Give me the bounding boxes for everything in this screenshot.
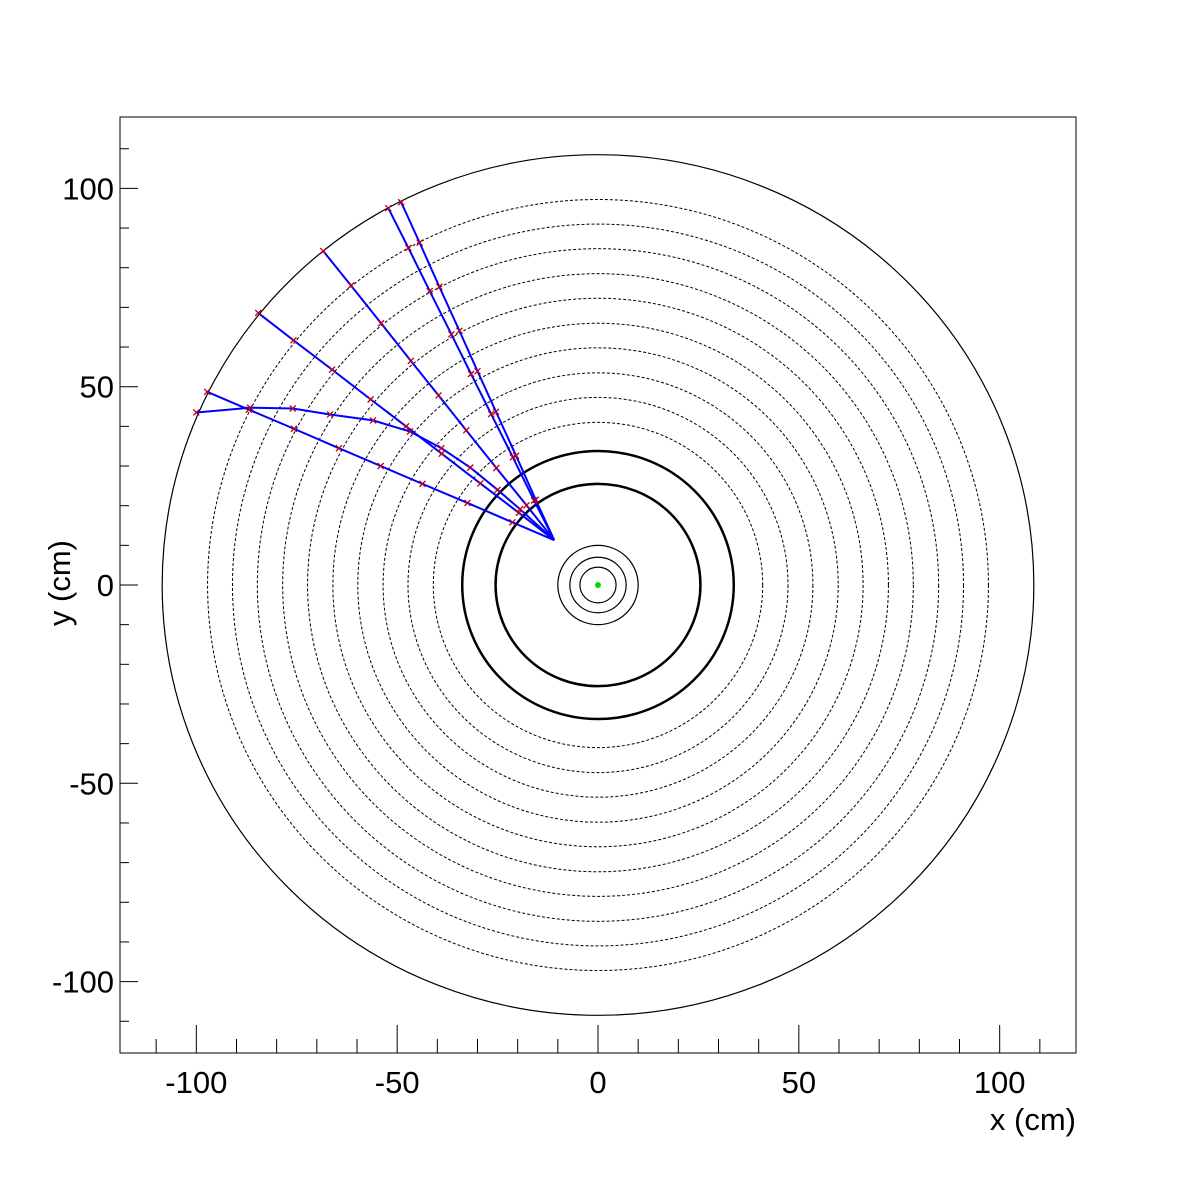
detector-layer <box>579 566 617 604</box>
x-tick-label: -100 <box>165 1065 227 1100</box>
hit <box>462 426 470 434</box>
hit <box>326 410 334 418</box>
detector-layer <box>161 154 1035 1016</box>
hit <box>530 497 538 504</box>
hit <box>523 501 530 509</box>
hit <box>254 309 262 317</box>
hit <box>474 367 481 375</box>
detector-layer-dashed <box>256 248 940 922</box>
x-axis-label: x (cm) <box>990 1102 1076 1137</box>
x-tick-label: -50 <box>375 1065 420 1100</box>
hit <box>467 370 475 378</box>
hit <box>447 330 455 338</box>
x-tick-label: 100 <box>974 1065 1026 1100</box>
hit <box>466 464 474 472</box>
hit <box>377 319 385 327</box>
hit <box>438 450 446 458</box>
y-tick-label: -50 <box>69 766 114 801</box>
hit <box>289 405 297 412</box>
detector-layer-thick <box>460 449 736 721</box>
detector-layer <box>569 556 627 614</box>
hit <box>435 391 442 399</box>
hit <box>416 239 424 247</box>
hit <box>509 453 517 461</box>
hit <box>435 283 443 291</box>
hit <box>463 499 471 507</box>
hit <box>192 409 200 416</box>
detector-layer-dashed <box>357 347 839 823</box>
hit <box>402 422 410 430</box>
hit <box>290 425 298 433</box>
hit <box>384 204 392 212</box>
hit <box>487 410 495 418</box>
hit <box>319 247 327 255</box>
detector-layer-dashed <box>407 396 789 774</box>
detector-layer-dashed <box>332 322 864 848</box>
detector-layer-thick <box>494 482 702 688</box>
detector-layer-dashed <box>282 273 914 897</box>
hit <box>508 518 516 526</box>
x-tick-label: 0 <box>589 1065 606 1100</box>
y-tick-label: 100 <box>62 171 114 206</box>
x-tick-label: 50 <box>782 1065 816 1100</box>
hit <box>246 404 254 412</box>
hit <box>367 395 375 403</box>
hit <box>407 357 415 365</box>
hit <box>397 198 405 206</box>
detector-layer-dashed <box>307 297 889 873</box>
detector-layer-dashed <box>207 198 989 972</box>
hit <box>347 282 355 290</box>
y-tick-label: 50 <box>80 370 114 405</box>
y-tick-label: -100 <box>52 965 114 1000</box>
hit <box>404 244 412 252</box>
hit <box>492 408 500 416</box>
detector-layer <box>557 544 639 626</box>
hit <box>290 336 297 344</box>
hit <box>406 428 414 435</box>
hit <box>377 462 385 470</box>
hit <box>494 486 502 494</box>
detector-layer-dashed <box>382 372 814 798</box>
hit <box>335 444 343 452</box>
hit <box>437 444 445 452</box>
detector-layer-dashed <box>432 421 764 749</box>
hit <box>476 480 484 487</box>
vertex <box>595 582 601 588</box>
y-axis-label: y (cm) <box>42 540 77 626</box>
hit <box>455 327 463 335</box>
hit <box>516 505 524 513</box>
hit <box>328 366 336 374</box>
detector-layer-dashed <box>231 223 965 947</box>
hit <box>426 287 434 295</box>
hit <box>492 464 500 472</box>
hit <box>203 388 211 396</box>
hit <box>369 416 377 424</box>
hit <box>419 480 426 488</box>
y-tick-label: 0 <box>97 568 114 603</box>
